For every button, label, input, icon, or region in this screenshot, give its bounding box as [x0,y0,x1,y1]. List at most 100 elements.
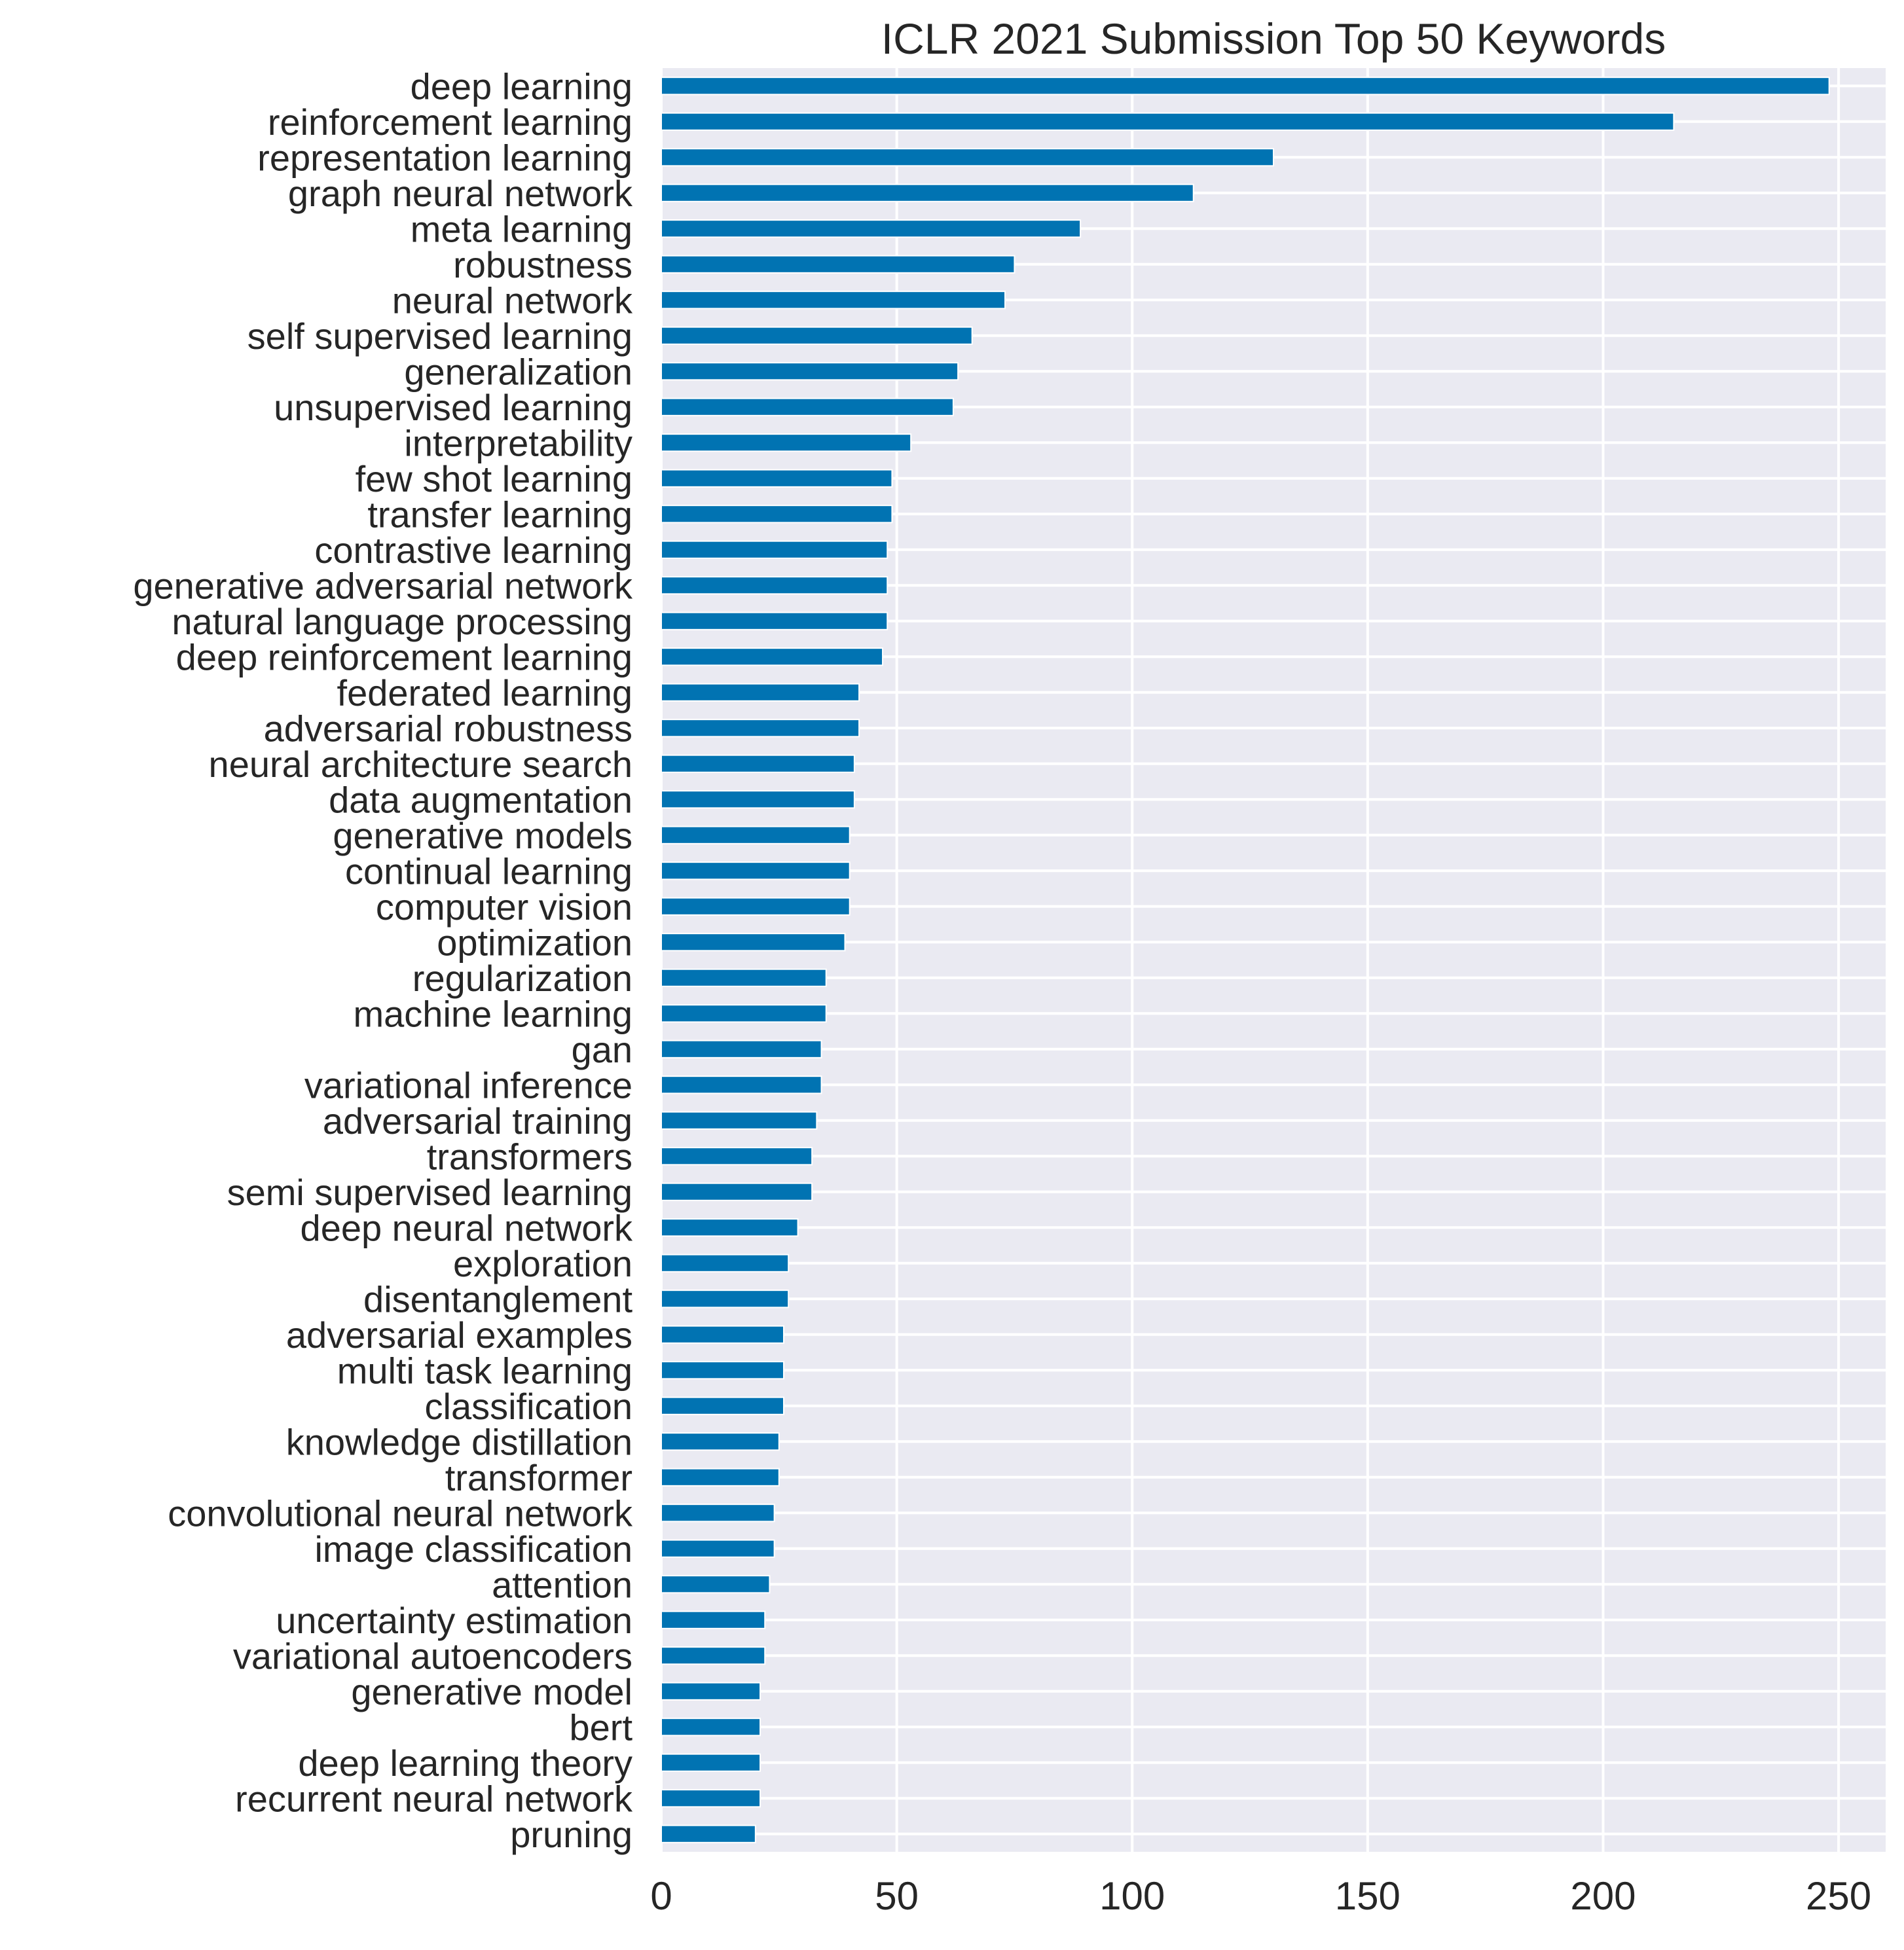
category-label: optimization [437,922,632,963]
bar [661,1396,784,1415]
category-label: variational inference [304,1064,632,1106]
bar [661,1218,799,1237]
x-tick-label: 150 [1335,1874,1401,1918]
bar [661,1004,827,1023]
category-label: interpretability [404,422,632,463]
category-label: deep reinforcement learning [176,636,632,677]
bar [661,1182,813,1201]
bar [661,255,1016,274]
bar [661,1789,761,1808]
bar [661,825,851,844]
category-label: reinforcement learning [268,101,632,143]
bar [661,611,888,630]
bar [661,1039,822,1058]
category-label: attention [492,1564,632,1605]
x-tick-label: 50 [875,1874,919,1918]
bar [661,1824,756,1843]
category-label: neural architecture search [209,744,632,785]
bar [661,1254,790,1273]
bar [661,77,1830,96]
category-label: classification [425,1386,632,1427]
category-label: contrastive learning [314,530,632,571]
bar [661,1504,775,1523]
category-label: pruning [510,1814,632,1855]
category-label: adversarial examples [286,1314,632,1356]
category-label: natural language processing [172,601,632,642]
bar [661,1075,822,1094]
x-tick-label: 200 [1570,1874,1636,1918]
bar [661,861,851,880]
x-axis-ticks: 0 50 100 150 200 250 [650,1874,1871,1918]
category-label: generalization [404,351,632,392]
category-label: exploration [453,1243,632,1284]
category-label: adversarial training [323,1100,632,1142]
category-label: data augmentation [329,779,632,820]
bar [661,362,959,381]
category-label: self supervised learning [247,316,632,357]
bar [661,790,855,809]
category-label: continual learning [345,850,632,892]
category-label: bert [570,1706,633,1748]
chart-title: ICLR 2021 Submission Top 50 Keywords [881,14,1666,63]
category-label: generative models [333,815,632,856]
bar [661,1111,818,1130]
x-tick-label: 100 [1099,1874,1165,1918]
bar [661,754,855,773]
category-label: variational autoencoders [233,1635,632,1676]
category-label: federated learning [337,672,632,713]
category-label: transformers [427,1136,632,1177]
bar [661,397,954,416]
bar [661,469,893,488]
bar [661,683,860,702]
bar [661,1468,780,1487]
category-label: generative adversarial network [133,565,633,606]
bar [661,505,893,524]
bar [661,148,1274,167]
bar [661,112,1675,131]
bar [661,1682,761,1701]
bar [661,219,1082,238]
bar [661,719,860,738]
bar [661,1646,766,1665]
x-tick-label: 250 [1806,1874,1871,1918]
category-label: uncertainty estimation [276,1600,632,1641]
category-label: representation learning [257,137,632,178]
bar [661,291,1006,310]
bar [661,433,912,452]
bar [661,576,888,595]
category-label: recurrent neural network [235,1778,633,1819]
bar [661,540,888,559]
bar [661,326,973,345]
x-tick-label: 0 [650,1874,672,1918]
category-label: convolutional neural network [168,1492,633,1534]
category-label: deep learning [411,65,632,107]
category-label: disentanglement [363,1278,632,1320]
category-label: unsupervised learning [274,387,632,428]
category-label: transformer [445,1457,632,1498]
category-label: image classification [314,1528,632,1570]
bar [661,1753,761,1772]
bar [661,1432,780,1451]
bar [661,1610,766,1629]
category-label: semi supervised learning [227,1172,632,1213]
bar [661,183,1194,202]
bar [661,1718,761,1737]
bar [661,1290,790,1309]
category-label: meta learning [411,208,632,249]
bar [661,1539,775,1558]
bar [661,647,884,666]
bar [661,1147,813,1166]
bar [661,1575,771,1594]
category-label: deep learning theory [298,1742,632,1784]
category-label: graph neural network [288,173,633,214]
category-label: regularization [412,958,632,999]
bar [661,1325,784,1344]
category-label: robustness [453,244,632,285]
category-label: neural network [392,280,633,321]
bars [661,77,1830,1843]
category-label: few shot learning [356,458,632,499]
category-label: gan [572,1029,632,1070]
